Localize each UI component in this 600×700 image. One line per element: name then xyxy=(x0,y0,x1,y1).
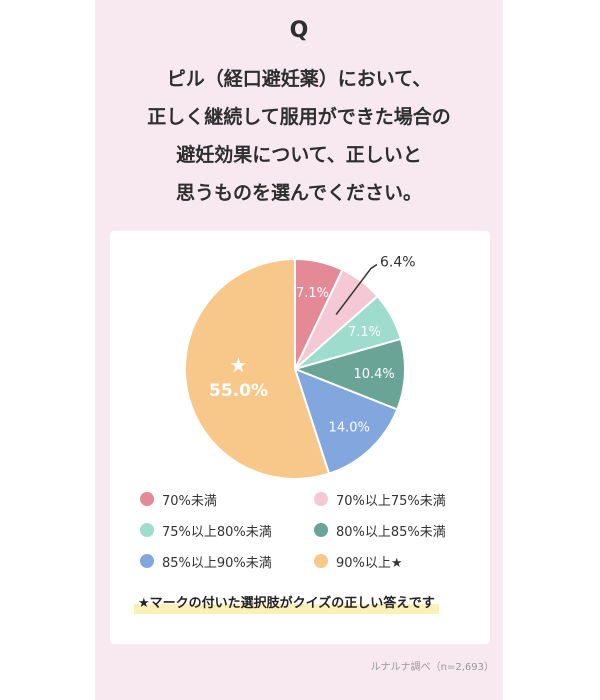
legend-label: 80%以上85%未満 xyxy=(336,524,446,540)
legend-item: 90%以上★ xyxy=(314,551,403,571)
question-line: ピル（経口避妊薬）において、 xyxy=(166,68,432,90)
data-label: 6.4% xyxy=(380,254,416,270)
legend-item: 80%以上85%未満 xyxy=(314,520,446,540)
legend-label: 70%未満 xyxy=(162,493,217,509)
legend-swatch xyxy=(140,523,154,537)
legend-item: 70%未満 xyxy=(140,489,217,509)
pie-slice xyxy=(291,337,406,411)
data-label: 7.1% xyxy=(348,325,381,340)
legend-swatch xyxy=(140,492,154,506)
legend-swatch xyxy=(314,492,328,506)
question-line: 避妊効果について、正しいと xyxy=(176,144,422,166)
legend-swatch xyxy=(140,554,154,568)
legend-label: 75%以上80%未満 xyxy=(162,524,272,540)
data-label: 10.4% xyxy=(353,367,394,382)
data-label: 7.1% xyxy=(296,286,329,301)
legend-item: 70%以上75%未満 xyxy=(314,489,446,509)
legend-swatch xyxy=(314,523,328,537)
question-line: 思うものを選んでください。 xyxy=(175,182,423,204)
question-mark-label: Q xyxy=(289,18,309,43)
legend-item: 75%以上80%未満 xyxy=(140,520,272,540)
legend-item: 85%以上90%未満 xyxy=(140,551,272,571)
legend-label: 70%以上75%未満 xyxy=(336,493,446,509)
question-text: ピル（経口避妊薬）において、 正しく継続して服用ができた場合の 避妊効果について… xyxy=(95,60,503,212)
answer-note: ★マークの付いた選択肢がクイズの正しい答えです xyxy=(134,592,439,614)
data-label: 55.0% xyxy=(209,381,268,401)
pie-slice xyxy=(184,257,331,480)
legend-label: 85%以上90%未満 xyxy=(162,555,272,571)
data-label: 14.0% xyxy=(329,421,370,436)
source-note: ルナルナ調べ（n=2,693） xyxy=(370,662,494,673)
legend-label: 90%以上★ xyxy=(336,555,403,571)
chart-panel: 7.1% 6.4% 7.1% 10.4% 14.0% ★ 55.0% 70%未満 70%以上… xyxy=(110,231,490,644)
pie-chart: 7.1% 6.4% 7.1% 10.4% 14.0% ★ 55.0% xyxy=(184,254,416,480)
question-line: 正しく継続して服用ができた場合の xyxy=(147,106,451,128)
legend-swatch xyxy=(314,554,328,568)
star-icon: ★ xyxy=(230,353,248,377)
leader-line xyxy=(335,263,378,316)
